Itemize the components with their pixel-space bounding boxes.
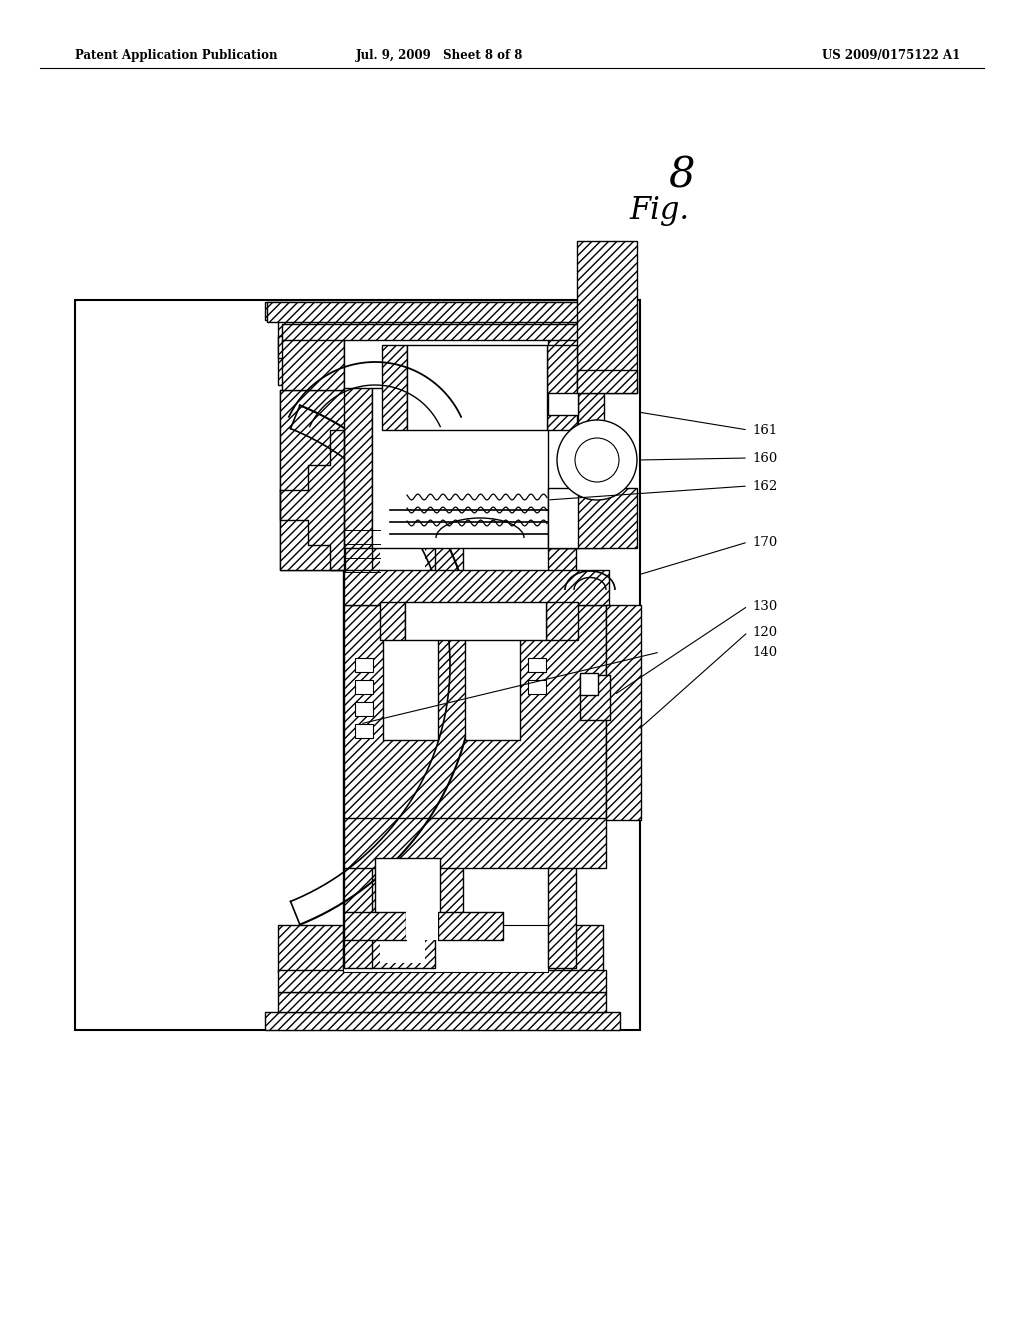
Bar	[282, 323, 615, 342]
Bar	[383, 610, 438, 741]
Bar	[528, 680, 546, 694]
Bar	[407, 345, 547, 430]
Text: 120: 120	[752, 626, 777, 639]
Bar	[548, 341, 606, 389]
Bar	[75, 300, 640, 1030]
Bar	[370, 358, 435, 968]
Bar	[355, 723, 373, 738]
Bar	[548, 358, 575, 968]
Text: 160: 160	[752, 451, 777, 465]
Text: Patent Application Publication: Patent Application Publication	[75, 49, 278, 62]
Text: US 2009/0175122 A1: US 2009/0175122 A1	[821, 49, 961, 62]
Bar	[577, 488, 637, 548]
Bar	[580, 673, 598, 696]
Bar	[344, 912, 406, 940]
Text: 161: 161	[752, 424, 777, 437]
Bar	[465, 620, 520, 741]
Bar	[548, 488, 578, 548]
Bar	[267, 302, 629, 322]
Bar	[575, 388, 604, 548]
Bar	[265, 1012, 620, 1030]
Bar	[380, 363, 425, 964]
Bar	[343, 338, 548, 385]
Bar	[406, 912, 438, 940]
Bar	[391, 358, 415, 985]
Bar	[548, 393, 578, 414]
Bar	[370, 358, 434, 972]
Bar	[606, 605, 641, 820]
Circle shape	[557, 420, 637, 500]
Bar	[278, 337, 606, 358]
Bar	[406, 602, 546, 640]
Text: 162: 162	[752, 479, 777, 492]
Bar	[547, 345, 577, 430]
Bar	[375, 858, 440, 917]
Text: 140: 140	[752, 645, 777, 659]
Bar	[278, 338, 343, 385]
Bar	[548, 925, 603, 972]
Bar	[380, 363, 424, 968]
Bar	[344, 388, 372, 548]
Text: 170: 170	[752, 536, 777, 549]
Bar	[282, 341, 344, 389]
Circle shape	[575, 438, 618, 482]
Bar	[372, 388, 575, 548]
Bar	[382, 345, 407, 430]
Bar	[344, 358, 372, 968]
Bar	[580, 675, 610, 719]
Bar	[344, 570, 609, 605]
Bar	[280, 389, 345, 570]
Bar	[577, 242, 637, 393]
Bar	[546, 602, 578, 640]
Bar	[280, 389, 345, 570]
Bar	[278, 970, 606, 993]
Bar	[278, 925, 343, 972]
Bar	[577, 370, 637, 393]
Bar	[278, 318, 606, 338]
Bar	[380, 602, 406, 640]
Bar	[438, 912, 503, 940]
Bar	[355, 680, 373, 694]
Bar	[278, 993, 606, 1012]
Bar	[344, 605, 606, 820]
Bar	[265, 302, 620, 319]
Text: Jul. 9, 2009   Sheet 8 of 8: Jul. 9, 2009 Sheet 8 of 8	[356, 49, 523, 62]
Bar	[344, 341, 548, 389]
Bar	[343, 358, 391, 985]
Bar	[548, 393, 578, 548]
Bar	[355, 657, 373, 672]
Bar	[548, 338, 603, 385]
Text: 8: 8	[669, 154, 695, 195]
Text: Fig.: Fig.	[630, 194, 690, 226]
Bar	[528, 657, 546, 672]
Bar	[344, 818, 606, 869]
Text: 130: 130	[752, 599, 777, 612]
Bar	[343, 925, 548, 972]
Bar	[355, 702, 373, 715]
Bar	[415, 358, 463, 985]
